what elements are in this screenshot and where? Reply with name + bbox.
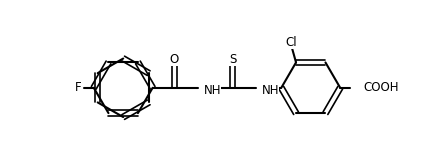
Text: NH: NH (204, 84, 221, 97)
Text: S: S (229, 53, 236, 66)
Text: NH: NH (262, 84, 279, 97)
Text: COOH: COOH (363, 81, 399, 94)
Text: F: F (75, 81, 81, 94)
Text: Cl: Cl (286, 36, 297, 49)
Text: O: O (170, 53, 179, 66)
